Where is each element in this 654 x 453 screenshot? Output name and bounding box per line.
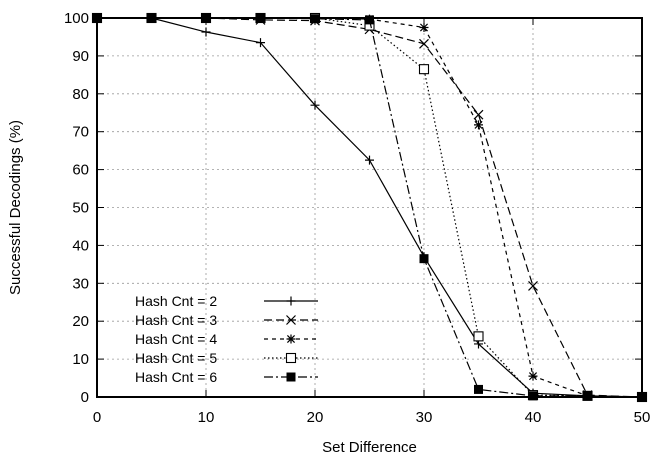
y-tick-label: 30 [72,275,89,292]
data-point [528,371,538,381]
y-tick-label: 40 [72,237,89,254]
y-tick-label: 0 [81,389,89,406]
data-point [528,281,538,291]
legend-item: Hash Cnt = 5 [135,350,318,366]
y-tick-label: 90 [72,48,89,65]
legend-marker [286,315,296,325]
x-tick-label: 0 [93,409,101,426]
x-tick-label: 30 [416,409,433,426]
legend: Hash Cnt = 2 Hash Cnt = 3 Hash Cnt = 4 Hash… [135,293,318,385]
legend-item: Hash Cnt = 6 [135,369,318,385]
x-tick-label: 40 [525,409,542,426]
legend-label: Hash Cnt = 3 [135,312,217,328]
legend-label: Hash Cnt = 4 [135,331,217,347]
data-point [419,38,429,49]
legend-marker [286,372,296,382]
y-tick-label: 60 [72,162,89,179]
data-point [528,391,538,401]
y-tick-label: 70 [72,124,89,141]
y-tick-label: 20 [72,313,89,330]
legend-marker [286,334,296,344]
y-tick-label: 50 [72,200,89,217]
legend-item: Hash Cnt = 3 [135,312,318,328]
data-point [310,100,320,110]
legend-item: Hash Cnt = 4 [135,331,318,347]
y-axis-title: Successful Decodings (%) [7,120,24,295]
data-point [365,15,374,25]
legend-item: Hash Cnt = 2 [135,293,318,309]
x-tick-label: 10 [198,409,215,426]
legend-label: Hash Cnt = 5 [135,350,217,366]
data-point [418,64,430,75]
legend-label: Hash Cnt = 2 [135,293,217,309]
y-tick-label: 100 [64,10,89,27]
legend-label: Hash Cnt = 6 [135,369,217,385]
legend-marker [286,296,296,306]
x-tick-label: 20 [307,409,324,426]
y-tick-label: 10 [72,351,89,368]
x-tick-label: 50 [634,409,651,426]
data-point [473,109,484,120]
data-point [474,120,483,130]
legend-marker [285,352,297,364]
data-point [474,384,483,394]
data-point [256,38,265,48]
data-point [419,254,429,264]
data-point [365,155,374,165]
grid-lines [97,18,642,397]
data-point [419,22,429,32]
data-point [583,391,592,401]
y-tick-label: 80 [72,86,89,103]
x-axis-title: Set Difference [322,439,417,453]
plot-frame [96,17,643,398]
tick-labels: 0 10 20 30 40 50 60 70 80 90 100 0 10 20 30 40 50 [64,10,650,426]
data-point [201,27,211,37]
data-point [473,331,484,342]
